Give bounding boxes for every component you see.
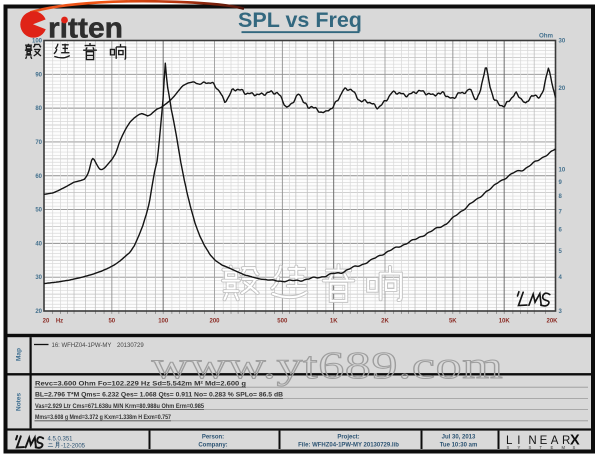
svg-text:200: 200 bbox=[209, 319, 220, 325]
svg-text:Vas=2.929 Ltr Cms=671.638u M/: Vas=2.929 Ltr Cms=671.638u M/N Krm=80.98… bbox=[35, 403, 204, 410]
svg-text:www.yt689.com: www.yt689.com bbox=[152, 344, 504, 387]
svg-text:X: X bbox=[570, 433, 580, 449]
svg-text:Map: Map bbox=[16, 348, 23, 361]
svg-text:SPL vs Freq: SPL vs Freq bbox=[238, 8, 362, 32]
svg-text:I: I bbox=[517, 435, 520, 447]
svg-text:rıtten: rıtten bbox=[48, 13, 123, 45]
svg-text:100: 100 bbox=[32, 39, 43, 45]
svg-text:BL=2.796 T*M Qms= 6.232 Qes=: BL=2.796 T*M Qms= 6.232 Qes= 1.068 Qts= … bbox=[35, 392, 283, 399]
svg-text:50: 50 bbox=[35, 208, 42, 214]
svg-text:10K: 10K bbox=[499, 319, 511, 325]
svg-text:20: 20 bbox=[559, 86, 566, 92]
svg-text:60: 60 bbox=[35, 174, 42, 180]
svg-text:40: 40 bbox=[35, 241, 42, 247]
svg-text:30: 30 bbox=[559, 39, 566, 45]
svg-text:50: 50 bbox=[108, 319, 115, 325]
svg-text:Project:: Project: bbox=[337, 435, 359, 441]
svg-text:Revc=3.600 Ohm Fo=102.229 Hz: Revc=3.600 Ohm Fo=102.229 Hz Sd=5.542m M… bbox=[35, 381, 246, 388]
svg-text:Mms=3.608 g Mmd=3.372 g Kxm=: Mms=3.608 g Mmd=3.372 g Kxm=1.338m H Exm… bbox=[35, 414, 171, 421]
svg-text:5: 5 bbox=[559, 249, 563, 255]
svg-text:-12-2005: -12-2005 bbox=[61, 444, 86, 450]
svg-text:5K: 5K bbox=[449, 319, 457, 325]
svg-text:Ohm: Ohm bbox=[539, 33, 554, 40]
svg-text:4.5.0.351: 4.5.0.351 bbox=[48, 437, 74, 443]
svg-text:3: 3 bbox=[559, 309, 563, 315]
svg-text:M: M bbox=[562, 445, 566, 450]
svg-text:T: T bbox=[540, 445, 543, 450]
svg-text:Y: Y bbox=[518, 445, 521, 450]
svg-text:Person:: Person: bbox=[202, 435, 224, 441]
svg-text:N: N bbox=[528, 435, 536, 447]
svg-text:Hz: Hz bbox=[56, 319, 63, 325]
svg-text:S: S bbox=[529, 445, 532, 450]
svg-text:4: 4 bbox=[559, 275, 563, 281]
svg-text:7: 7 bbox=[559, 210, 563, 216]
svg-text:E: E bbox=[551, 445, 554, 450]
svg-text:E: E bbox=[540, 435, 548, 447]
svg-text:20: 20 bbox=[35, 309, 42, 315]
svg-text:70: 70 bbox=[35, 140, 42, 146]
svg-text:1K: 1K bbox=[330, 319, 338, 325]
svg-text:2K: 2K bbox=[381, 319, 389, 325]
svg-text:6: 6 bbox=[559, 228, 563, 234]
svg-text:30: 30 bbox=[35, 275, 42, 281]
svg-text:Tue 10:30 am: Tue 10:30 am bbox=[440, 443, 478, 449]
svg-text:10: 10 bbox=[559, 168, 566, 174]
svg-text:9: 9 bbox=[559, 180, 563, 186]
svg-text:8: 8 bbox=[559, 194, 563, 200]
svg-text:Company:: Company: bbox=[198, 443, 227, 449]
svg-text:File: WFHZ04-1PW-MY 20130729.l: File: WFHZ04-1PW-MY 20130729.lib bbox=[298, 443, 399, 449]
svg-text:100: 100 bbox=[158, 319, 169, 325]
svg-text:L: L bbox=[506, 435, 513, 447]
svg-text:20130729: 20130729 bbox=[117, 343, 144, 349]
svg-text:90: 90 bbox=[35, 72, 42, 78]
svg-text:R: R bbox=[562, 435, 570, 447]
svg-text:500: 500 bbox=[277, 319, 288, 325]
svg-text:Notes: Notes bbox=[16, 393, 23, 411]
svg-text:16: WFHZ04-1PW-MY: 16: WFHZ04-1PW-MY bbox=[52, 343, 112, 349]
svg-text:20K: 20K bbox=[546, 319, 558, 325]
svg-text:A: A bbox=[551, 435, 559, 447]
svg-text:S: S bbox=[507, 445, 510, 450]
svg-text:S: S bbox=[573, 445, 576, 450]
svg-text:20: 20 bbox=[43, 319, 50, 325]
svg-text:80: 80 bbox=[35, 106, 42, 112]
svg-text:Jul 30, 2013: Jul 30, 2013 bbox=[442, 435, 476, 441]
